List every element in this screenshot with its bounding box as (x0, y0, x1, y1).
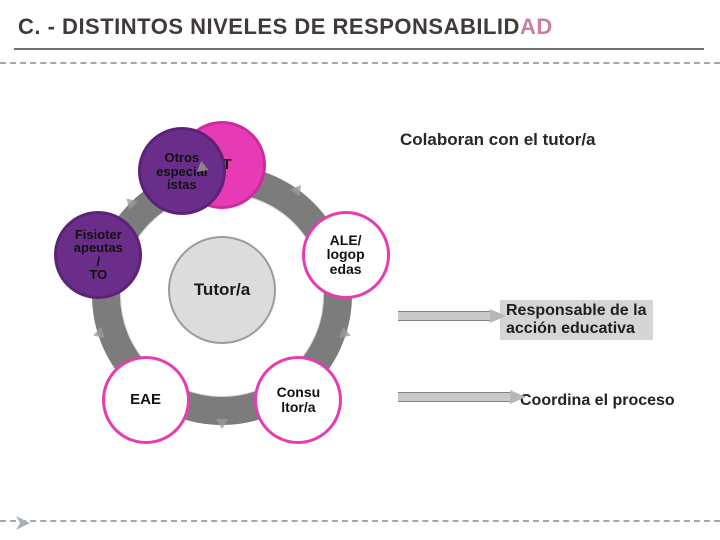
node-fisioter: Fisioterapeutas/TO (54, 211, 142, 299)
arrow-to-coordina (398, 390, 526, 404)
arrow-bar-1 (398, 311, 490, 321)
arrow-bar-2 (398, 392, 510, 402)
center-node-label: Tutor/a (194, 280, 250, 300)
node-consultor-label: Consultor/a (277, 385, 321, 414)
node-eae-label: EAE (130, 392, 161, 408)
arrow-head-1 (490, 309, 506, 323)
center-node-tutor: Tutor/a (168, 236, 276, 344)
annot-coordina-text: Coordina el proceso (520, 392, 675, 409)
node-otros: Otrosespecialistas (138, 127, 226, 215)
annot-colaboran-text: Colaboran con el tutor/a (400, 130, 596, 149)
node-ale: ALE/logopedas (302, 211, 390, 299)
slide-marker-icon (16, 516, 30, 530)
annot-colaboran: Colaboran con el tutor/a (400, 130, 596, 150)
annot-responsable-line2: acción educativa (506, 320, 647, 338)
annot-responsable: Responsable de la acción educativa (500, 300, 653, 340)
node-fisioter-label: Fisioterapeutas/TO (74, 228, 123, 283)
cycle-diagram: Tutor/a PTALE/logopedasConsultor/aEAEFis… (0, 0, 720, 540)
arrow-to-responsable (398, 309, 506, 323)
arrow-head-2 (510, 390, 526, 404)
ring-arrow-5 (195, 160, 208, 172)
annot-responsable-line1: Responsable de la (506, 302, 647, 320)
node-ale-label: ALE/logopedas (327, 233, 365, 277)
ring-arrow-2 (216, 419, 228, 429)
annot-coordina: Coordina el proceso (520, 392, 675, 410)
node-consultor: Consultor/a (254, 356, 342, 444)
node-eae: EAE (102, 356, 190, 444)
